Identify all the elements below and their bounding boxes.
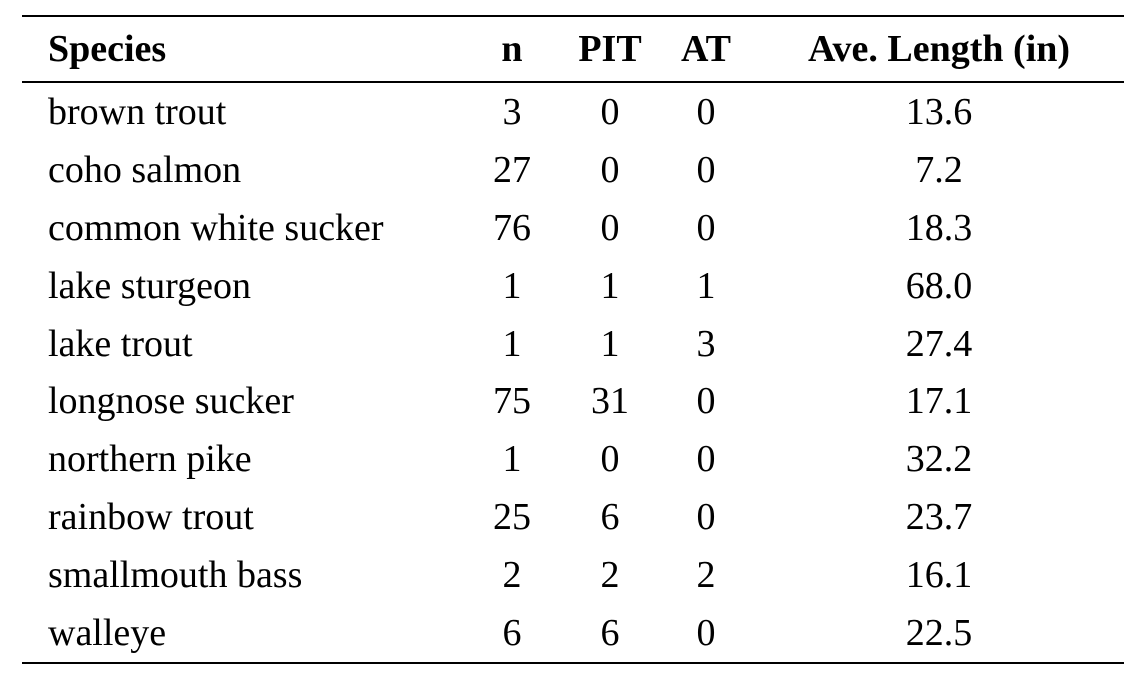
table-body: brown trout 3 0 0 13.6 coho salmon 27 0 … xyxy=(22,82,1124,663)
cell-at: 0 xyxy=(696,90,716,133)
cell-pit: 2 xyxy=(600,554,620,597)
fish-table-container: Species n PIT AT Ave. Length (in) brown … xyxy=(22,15,1124,664)
fish-species-table: Species n PIT AT Ave. Length (in) brown … xyxy=(22,15,1124,664)
cell-species: coho salmon xyxy=(48,148,242,191)
cell-species: common white sucker xyxy=(48,206,384,249)
cell-n: 1 xyxy=(502,264,522,307)
table-row: rainbow trout 25 6 0 23.7 xyxy=(22,488,1124,546)
header-row: Species n PIT AT Ave. Length (in) xyxy=(22,16,1124,82)
cell-pit: 31 xyxy=(591,380,629,423)
cell-species: walleye xyxy=(48,611,167,654)
cell-species: rainbow trout xyxy=(48,496,254,539)
cell-at: 0 xyxy=(696,611,716,654)
cell-pit: 0 xyxy=(600,148,620,191)
cell-at: 0 xyxy=(696,380,716,423)
cell-n: 27 xyxy=(493,148,531,191)
cell-species: lake trout xyxy=(48,322,193,365)
cell-n: 76 xyxy=(493,206,531,249)
cell-n: 6 xyxy=(502,611,522,654)
cell-length: 16.1 xyxy=(905,554,973,597)
cell-pit: 6 xyxy=(600,496,620,539)
cell-length: 13.6 xyxy=(905,90,973,133)
cell-n: 2 xyxy=(502,554,522,597)
cell-at: 0 xyxy=(696,148,716,191)
table-header: Species n PIT AT Ave. Length (in) xyxy=(22,16,1124,82)
header-length: Ave. Length (in) xyxy=(807,28,1071,70)
table-row: coho salmon 27 0 0 7.2 xyxy=(22,141,1124,199)
cell-n: 75 xyxy=(493,380,531,423)
table-row: brown trout 3 0 0 13.6 xyxy=(22,82,1124,141)
table-row: northern pike 1 0 0 32.2 xyxy=(22,430,1124,488)
cell-pit: 1 xyxy=(600,322,620,365)
cell-at: 0 xyxy=(696,496,716,539)
cell-length: 17.1 xyxy=(905,380,973,423)
cell-length: 27.4 xyxy=(905,322,973,365)
cell-species: lake sturgeon xyxy=(48,264,251,307)
cell-at: 2 xyxy=(696,554,716,597)
cell-n: 3 xyxy=(502,90,522,133)
cell-pit: 0 xyxy=(600,438,620,481)
table-row: lake trout 1 1 3 27.4 xyxy=(22,315,1124,373)
cell-n: 25 xyxy=(493,496,531,539)
cell-length: 7.2 xyxy=(915,148,963,191)
table-row: longnose sucker 75 31 0 17.1 xyxy=(22,372,1124,430)
cell-species: northern pike xyxy=(48,438,252,481)
cell-at: 3 xyxy=(696,322,716,365)
cell-species: brown trout xyxy=(48,90,227,133)
cell-species: longnose sucker xyxy=(48,380,294,423)
cell-pit: 0 xyxy=(600,206,620,249)
table-row: smallmouth bass 2 2 2 16.1 xyxy=(22,546,1124,604)
header-at: AT xyxy=(681,28,731,70)
cell-pit: 6 xyxy=(600,611,620,654)
cell-at: 1 xyxy=(696,264,716,307)
cell-at: 0 xyxy=(696,206,716,249)
cell-length: 68.0 xyxy=(905,264,973,307)
cell-n: 1 xyxy=(502,322,522,365)
header-pit: PIT xyxy=(578,28,642,70)
cell-length: 18.3 xyxy=(905,206,973,249)
table-row: common white sucker 76 0 0 18.3 xyxy=(22,199,1124,257)
cell-pit: 1 xyxy=(600,264,620,307)
cell-species: smallmouth bass xyxy=(48,554,303,597)
table-row: walleye 6 6 0 22.5 xyxy=(22,604,1124,663)
cell-n: 1 xyxy=(502,438,522,481)
cell-length: 23.7 xyxy=(905,496,973,539)
cell-at: 0 xyxy=(696,438,716,481)
header-n: n xyxy=(501,28,523,70)
cell-pit: 0 xyxy=(600,90,620,133)
header-species: Species xyxy=(48,28,167,70)
table-row: lake sturgeon 1 1 1 68.0 xyxy=(22,257,1124,315)
cell-length: 22.5 xyxy=(905,611,973,654)
cell-length: 32.2 xyxy=(905,438,973,481)
